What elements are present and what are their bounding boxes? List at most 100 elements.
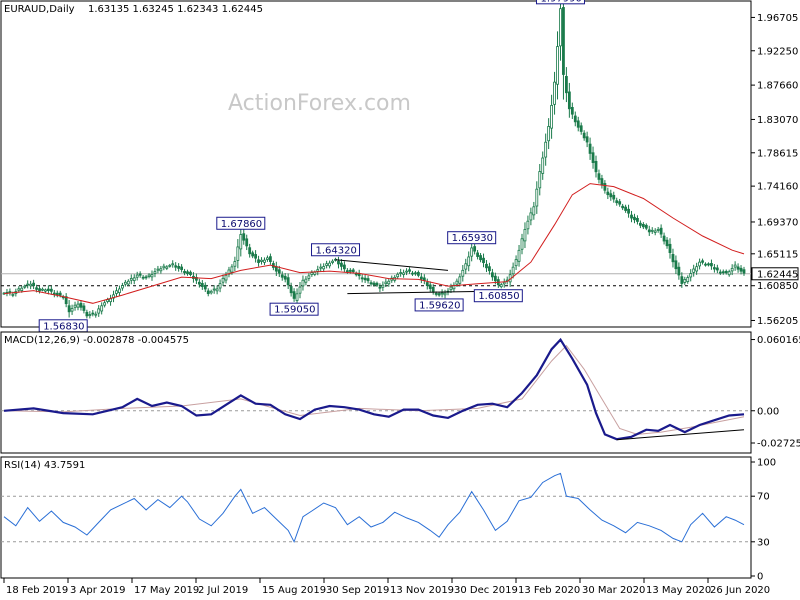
candle — [621, 203, 625, 211]
candle — [97, 305, 101, 317]
candle — [118, 285, 121, 296]
candle — [718, 269, 722, 275]
candle — [384, 278, 388, 288]
candle — [437, 291, 441, 297]
candle — [514, 255, 518, 270]
candle — [64, 293, 68, 308]
price-annotation-label: 1.60850 — [478, 291, 519, 302]
price-annotation-label: 1.67860 — [221, 219, 262, 230]
candle — [221, 274, 225, 286]
candle — [23, 284, 27, 289]
candle — [49, 285, 53, 295]
price-annotation-label: 1.64320 — [316, 245, 357, 256]
candle — [408, 267, 411, 274]
candle — [553, 71, 556, 115]
candle — [603, 180, 607, 194]
candle — [416, 270, 420, 278]
price-annotations: 1.56830 1.67860 1.59050 1.64320 1.59620 1.608… — [38, 0, 585, 333]
price-annotation-label: 1.65930 — [452, 233, 493, 244]
candle — [665, 237, 669, 249]
candle — [609, 189, 613, 201]
candle — [692, 264, 696, 277]
candle — [260, 257, 263, 265]
candle — [659, 224, 663, 238]
rsi-grid — [1, 495, 751, 543]
price-y-tick-label: 1.69370 — [757, 217, 798, 228]
x-tick-label: 26 Jun 2020 — [710, 585, 770, 596]
candle — [464, 258, 468, 275]
candle — [710, 259, 713, 270]
candle — [511, 262, 515, 279]
price-annotation-label: 1.59050 — [274, 305, 315, 316]
candle — [636, 215, 639, 225]
support-level-label: 1.60850 — [757, 281, 798, 292]
candle — [212, 285, 216, 294]
price-annotation-label: 1.97990 — [540, 0, 581, 4]
candle — [94, 311, 98, 318]
macd-y-tick-label: 0.00 — [757, 406, 779, 417]
candle — [197, 278, 201, 288]
price-annotation: 1.59050 — [269, 302, 319, 316]
candle — [698, 258, 701, 270]
price-trendline — [347, 290, 484, 295]
candle — [582, 130, 586, 141]
price-annotation: 1.97990 — [535, 0, 585, 5]
price-annotation-label: 1.56830 — [43, 321, 84, 332]
rsi-y-axis: 100 70 30 0 — [751, 458, 776, 583]
price-y-tick-label: 1.56205 — [757, 316, 798, 327]
candle — [328, 260, 332, 269]
candle — [411, 270, 414, 276]
candle — [431, 284, 435, 295]
candle — [476, 250, 480, 260]
candle — [248, 243, 252, 258]
candle — [467, 251, 471, 272]
candle — [544, 133, 548, 166]
candle — [573, 111, 577, 127]
x-tick-label: 13 May 2020 — [646, 585, 711, 596]
macd-trendline — [616, 429, 745, 441]
macd-signal-line — [3, 344, 745, 435]
price-grid — [1, 273, 751, 287]
candle — [337, 256, 340, 269]
candle — [458, 273, 462, 287]
candle — [286, 273, 290, 290]
candle — [686, 275, 690, 284]
candle — [579, 122, 583, 135]
price-trendlines — [335, 259, 484, 295]
candle — [550, 94, 553, 139]
candle — [644, 223, 648, 231]
candle — [517, 244, 521, 267]
rsi-title: RSI(14) 43.7591 — [4, 460, 85, 471]
candle — [319, 263, 323, 272]
candle — [597, 169, 601, 184]
candle — [488, 262, 491, 275]
candle — [257, 255, 260, 267]
candle — [79, 300, 83, 311]
candle — [245, 234, 249, 251]
candle — [739, 265, 743, 275]
candle — [189, 270, 192, 277]
candle — [268, 253, 272, 265]
candle — [239, 226, 243, 257]
candle — [132, 274, 136, 285]
candle — [485, 260, 488, 273]
candle — [171, 260, 175, 268]
candle — [653, 228, 657, 236]
price-y-tick-label: 1.83070 — [757, 115, 798, 126]
candle — [704, 262, 707, 267]
candle — [174, 262, 178, 271]
candle — [650, 227, 654, 234]
candle — [147, 273, 151, 279]
candle — [677, 262, 681, 280]
candle — [627, 204, 630, 218]
candle — [41, 287, 44, 292]
candle — [526, 215, 530, 235]
price-annotation: 1.60850 — [473, 289, 523, 303]
candle — [236, 239, 240, 269]
rsi-y-tick-label: 70 — [757, 492, 770, 503]
candle — [209, 289, 213, 295]
candle — [656, 226, 660, 233]
candle — [206, 288, 210, 297]
